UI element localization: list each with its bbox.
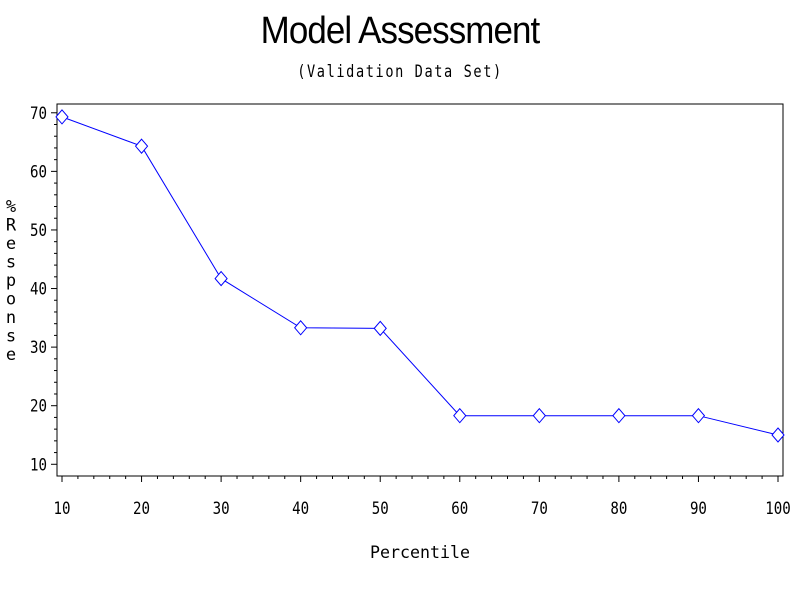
data-point-marker — [612, 407, 626, 424]
chart-subtitle: (Validation Data Set) — [297, 62, 503, 82]
y-axis-title-char: % — [6, 197, 16, 217]
data-point-marker — [453, 407, 467, 424]
x-tick-label: 40 — [292, 499, 309, 519]
data-point-marker — [55, 109, 69, 125]
y-tick-label: 30 — [30, 338, 47, 358]
y-tick-label: 10 — [30, 455, 47, 475]
x-tick-label: 70 — [531, 499, 548, 519]
x-tick-label: 80 — [610, 499, 627, 519]
y-axis-title-char: s — [6, 327, 16, 347]
data-point-marker — [532, 407, 546, 424]
y-axis-title-char: e — [6, 345, 16, 365]
x-tick-label: 60 — [451, 499, 468, 519]
y-tick-label: 70 — [30, 104, 47, 124]
x-tick-label: 90 — [690, 499, 707, 519]
y-axis-title-char: o — [6, 290, 16, 310]
y-tick-label: 40 — [30, 280, 47, 300]
x-tick-label: 10 — [54, 499, 71, 519]
x-tick-label: 100 — [765, 499, 791, 519]
x-tick-label: 50 — [372, 499, 389, 519]
y-tick-label: 20 — [30, 397, 47, 417]
y-axis-title-char: s — [6, 253, 16, 273]
y-axis-title-char: p — [6, 271, 16, 291]
data-point-marker — [214, 270, 228, 287]
data-point-marker — [373, 320, 387, 337]
y-axis-title-char: n — [6, 308, 16, 328]
data-point-marker — [134, 138, 149, 154]
y-axis-title-char: e — [6, 234, 16, 254]
data-point-marker — [294, 320, 308, 336]
data-point-marker — [691, 407, 706, 424]
x-tick-label: 30 — [213, 499, 230, 519]
y-axis-title-char: R — [6, 216, 17, 236]
series-line — [61, 116, 779, 436]
plot-frame — [56, 103, 784, 477]
y-tick-label: 50 — [30, 221, 47, 241]
chart-title: Model Assessment — [260, 10, 541, 52]
x-axis-title: Percentile — [370, 543, 470, 563]
x-tick-label: 20 — [133, 499, 150, 519]
y-tick-label: 60 — [30, 162, 47, 182]
data-point-marker — [771, 427, 785, 443]
